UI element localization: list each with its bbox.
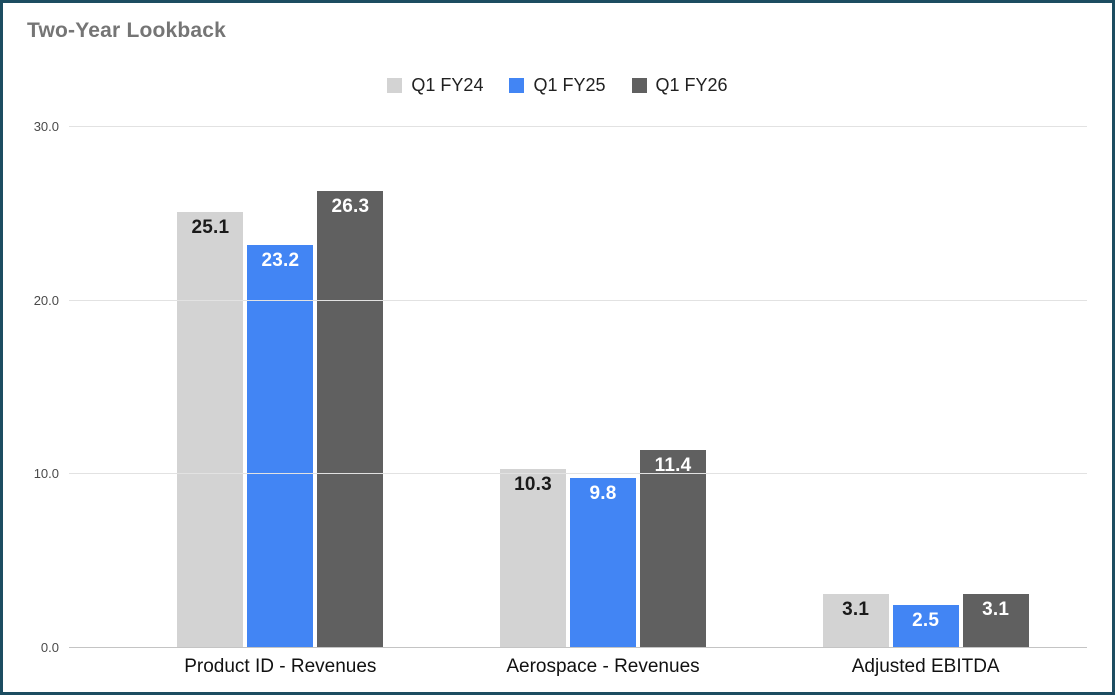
bar-group: 25.1 23.2 26.3 <box>119 127 442 648</box>
bar: 10.3 <box>500 469 566 648</box>
bar-value-label: 3.1 <box>982 599 1010 621</box>
bar: 2.5 <box>892 604 959 648</box>
y-tick-label: 0.0 <box>40 640 59 655</box>
bar-value-label: 10.3 <box>514 474 552 496</box>
gridline <box>69 299 1087 301</box>
legend-swatch-icon <box>387 78 403 93</box>
legend-swatch-icon <box>509 78 525 93</box>
bar: 3.1 <box>822 594 889 648</box>
bar-value-label: 9.8 <box>589 482 617 504</box>
plot-area: 25.1 23.2 26.3 10.3 9.8 11.4 3.1 2.5 3.1 0.0 10.0… <box>34 119 1087 655</box>
bars-region: 25.1 23.2 26.3 10.3 9.8 11.4 3.1 2.5 3.1 <box>119 127 1087 648</box>
bar: 9.8 <box>570 477 636 648</box>
bar-value-label: 23.2 <box>261 250 300 272</box>
chart-title: Two-Year Lookback <box>27 19 227 42</box>
x-axis-labels: Product ID - Revenues Aerospace - Revenue… <box>119 656 1087 678</box>
legend-item: Q1 FY25 <box>509 75 606 96</box>
category-label: Adjusted EBITDA <box>851 656 1000 677</box>
x-axis-line <box>69 647 1087 648</box>
legend-label: Q1 FY24 <box>411 75 484 95</box>
gridline <box>69 126 1087 127</box>
category-label: Aerospace - Revenues <box>506 656 700 677</box>
category-label: Product ID - Revenues <box>184 656 377 677</box>
bar-value-label: 25.1 <box>191 217 230 239</box>
bar-value-label: 3.1 <box>842 599 870 621</box>
legend-item: Q1 FY24 <box>387 75 483 96</box>
legend-label: Q1 FY25 <box>533 75 606 95</box>
bar: 23.2 <box>247 245 314 648</box>
bar: 25.1 <box>177 212 244 648</box>
bar: 11.4 <box>640 450 706 648</box>
legend-swatch-icon <box>631 78 647 93</box>
legend-label: Q1 FY26 <box>655 75 728 95</box>
y-tick-label: 10.0 <box>33 466 59 482</box>
gridline <box>69 473 1087 475</box>
y-tick-label: 30.0 <box>33 119 59 134</box>
bar: 3.1 <box>962 594 1029 648</box>
bar-group: 10.3 9.8 11.4 <box>442 127 765 648</box>
bar-groups: 25.1 23.2 26.3 10.3 9.8 11.4 3.1 2.5 3.1 <box>119 127 1087 648</box>
bar-value-label: 11.4 <box>654 455 692 477</box>
bar: 26.3 <box>317 191 384 648</box>
y-tick-label: 20.0 <box>33 292 59 308</box>
legend-item: Q1 FY26 <box>631 75 728 96</box>
bar-value-label: 26.3 <box>331 196 370 218</box>
bar-group: 3.1 2.5 3.1 <box>764 127 1087 648</box>
legend: Q1 FY24 Q1 FY25 Q1 FY26 <box>3 75 1112 96</box>
bar-value-label: 2.5 <box>912 609 940 631</box>
